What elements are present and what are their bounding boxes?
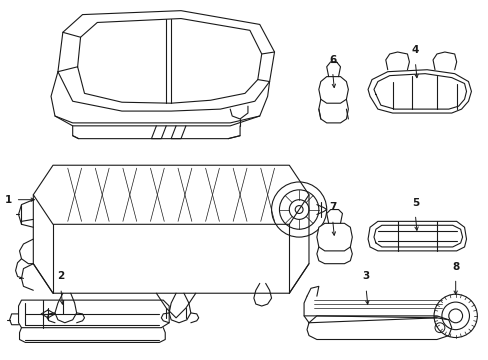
Text: 5: 5: [411, 198, 418, 208]
Polygon shape: [19, 300, 169, 328]
Polygon shape: [316, 223, 351, 251]
Text: 1: 1: [4, 195, 12, 205]
Text: 6: 6: [328, 55, 336, 65]
Text: 3: 3: [362, 271, 369, 282]
Polygon shape: [367, 70, 470, 113]
Text: 2: 2: [57, 271, 64, 282]
Polygon shape: [318, 77, 347, 103]
Text: 4: 4: [411, 45, 418, 55]
Polygon shape: [58, 11, 274, 111]
Text: 7: 7: [328, 202, 336, 212]
Polygon shape: [33, 165, 308, 224]
Text: 8: 8: [451, 262, 458, 271]
Polygon shape: [367, 221, 466, 251]
